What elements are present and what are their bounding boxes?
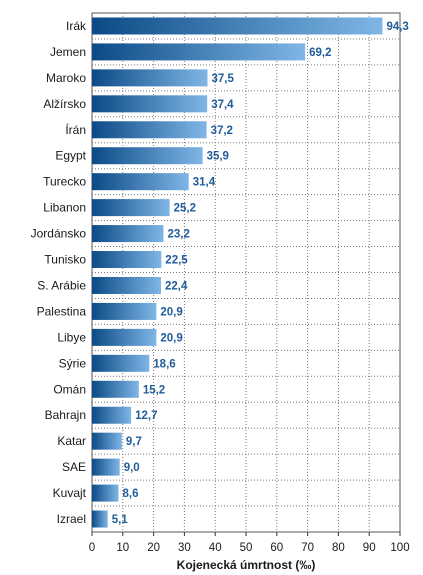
value-label: 69,2 — [309, 47, 331, 59]
x-tick-label: 90 — [363, 542, 376, 554]
x-tick-label: 30 — [178, 542, 191, 554]
bar — [92, 458, 120, 476]
value-label: 22,4 — [165, 280, 188, 292]
value-label: 12,7 — [135, 410, 157, 422]
value-label: 23,2 — [167, 229, 189, 241]
category-label: S. Arábie — [37, 278, 86, 292]
category-label: Izrael — [57, 512, 86, 526]
bar — [92, 69, 208, 87]
category-label: Bahrajn — [45, 408, 86, 422]
category-label: Libye — [57, 330, 86, 344]
bar — [92, 225, 164, 243]
category-label: Katar — [57, 434, 86, 448]
x-tick-label: 100 — [390, 542, 409, 554]
value-label: 8,6 — [122, 488, 138, 500]
bar — [92, 199, 170, 217]
x-tick-label: 0 — [89, 542, 95, 554]
bar — [92, 380, 139, 398]
category-label: Írán — [65, 122, 86, 137]
value-label: 9,0 — [124, 462, 140, 474]
x-tick-label: 10 — [116, 542, 129, 554]
x-tick-label: 70 — [301, 542, 314, 554]
category-label: Palestina — [37, 304, 87, 318]
x-tick-label: 20 — [147, 542, 160, 554]
value-label: 35,9 — [207, 151, 229, 163]
value-label: 20,9 — [160, 306, 182, 318]
x-tick-label: 60 — [270, 542, 283, 554]
value-label: 15,2 — [143, 384, 165, 396]
category-label: Libanon — [43, 201, 86, 215]
category-label: Egypt — [55, 149, 86, 163]
value-label: 25,2 — [174, 203, 196, 215]
bar — [92, 43, 306, 61]
value-label: 5,1 — [112, 514, 129, 526]
bar — [92, 432, 122, 450]
x-axis: 0 10 20 30 40 50 60 70 80 90 100 — [89, 532, 410, 554]
value-label: 37,5 — [212, 73, 235, 85]
category-label: Alžírsko — [43, 97, 86, 111]
bar — [92, 276, 161, 294]
bar — [92, 173, 189, 191]
category-label: Turecko — [43, 175, 86, 189]
x-axis-title: Kojenecká úmrtnost (‰) — [177, 558, 316, 572]
value-label: 37,2 — [211, 125, 233, 137]
bars — [92, 17, 383, 528]
category-label: Sýrie — [59, 356, 87, 370]
value-label: 9,7 — [126, 436, 142, 448]
value-label: 94,3 — [386, 21, 408, 33]
category-label: Omán — [53, 382, 86, 396]
category-label: Maroko — [46, 71, 86, 85]
category-label: Jordánsko — [31, 227, 87, 241]
bar — [92, 251, 162, 269]
bar — [92, 484, 119, 502]
category-label: SAE — [62, 460, 86, 474]
bar — [92, 17, 383, 35]
value-label: 31,4 — [193, 177, 216, 189]
x-tick-label: 40 — [209, 542, 222, 554]
value-label: 37,4 — [211, 99, 234, 111]
bar — [92, 328, 157, 346]
value-label: 18,6 — [153, 358, 175, 370]
value-label: 22,5 — [165, 255, 188, 267]
labels: Irák 94,3 Jemen 69,2 Maroko 37,5 Alžírsko 37,4 Í… — [31, 19, 409, 526]
category-label: Tunisko — [44, 253, 86, 267]
category-label: Kuvajt — [53, 486, 87, 500]
bar — [92, 95, 208, 113]
x-tick-label: 50 — [240, 542, 253, 554]
bar — [92, 121, 207, 139]
bar — [92, 354, 150, 372]
bar — [92, 302, 157, 320]
bar — [92, 147, 203, 165]
bar — [92, 406, 132, 424]
category-label: Irák — [66, 19, 87, 33]
value-label: 20,9 — [160, 332, 182, 344]
x-tick-label: 80 — [332, 542, 345, 554]
category-label: Jemen — [50, 45, 86, 59]
grid — [91, 12, 401, 533]
bar — [92, 510, 108, 528]
